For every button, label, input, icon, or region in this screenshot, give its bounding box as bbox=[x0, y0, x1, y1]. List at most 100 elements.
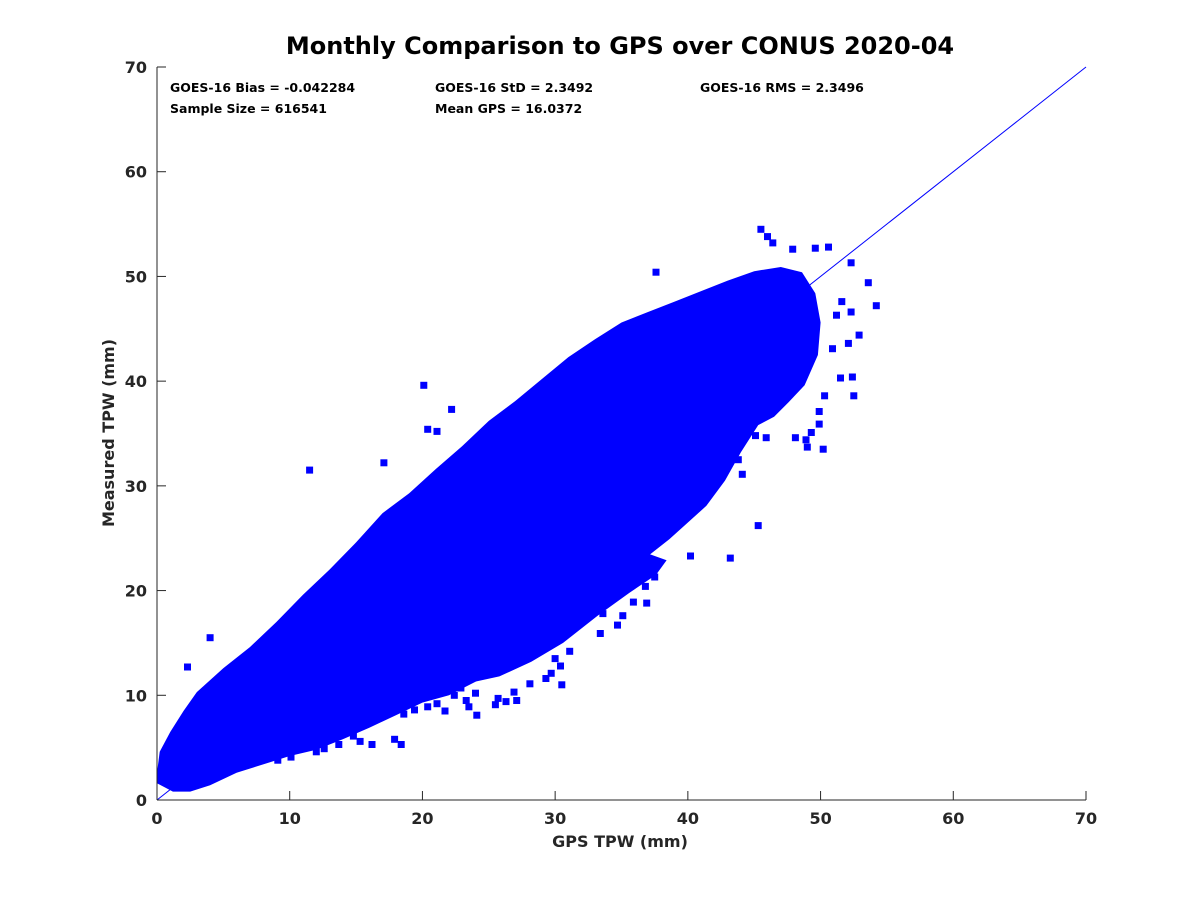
data-point bbox=[687, 552, 694, 560]
data-point bbox=[400, 710, 408, 718]
data-point bbox=[472, 689, 479, 697]
data-point bbox=[380, 459, 388, 467]
data-point bbox=[391, 735, 399, 743]
data-point bbox=[610, 420, 617, 428]
data-point bbox=[368, 741, 376, 748]
data-point bbox=[829, 345, 836, 353]
data-point bbox=[349, 732, 357, 740]
data-point bbox=[848, 373, 856, 381]
data-point bbox=[803, 443, 811, 451]
reference-line-1to1 bbox=[156, 66, 1087, 801]
data-point bbox=[833, 311, 840, 319]
data-point bbox=[643, 599, 651, 607]
data-point bbox=[372, 703, 380, 711]
data-point bbox=[847, 259, 855, 267]
data-point bbox=[769, 239, 777, 247]
data-point bbox=[356, 737, 364, 745]
point-cloud-lower-lobe bbox=[462, 550, 667, 683]
data-point bbox=[837, 374, 844, 382]
data-point bbox=[557, 662, 564, 670]
y-ticks: 0 10 20 30 40 50 60 70 bbox=[125, 58, 166, 810]
axes bbox=[156, 67, 1086, 801]
data-point bbox=[614, 621, 621, 629]
point-cloud-main bbox=[157, 267, 821, 792]
y-axis-label: Measured TPW (mm) bbox=[99, 339, 118, 527]
data-point bbox=[652, 268, 660, 276]
data-point bbox=[850, 392, 858, 400]
data-point bbox=[287, 753, 295, 761]
data-point bbox=[450, 691, 458, 699]
y-tick-label: 50 bbox=[125, 267, 147, 286]
x-tick-label: 20 bbox=[411, 809, 433, 828]
data-point bbox=[547, 669, 555, 677]
data-point bbox=[872, 302, 880, 310]
data-point bbox=[526, 680, 534, 688]
y-tick-label: 60 bbox=[125, 163, 147, 182]
data-point bbox=[651, 573, 659, 581]
y-tick-label: 10 bbox=[125, 686, 147, 705]
x-tick-label: 60 bbox=[942, 809, 964, 828]
y-tick-label: 30 bbox=[125, 477, 147, 496]
data-point bbox=[491, 701, 499, 709]
data-point bbox=[494, 694, 502, 702]
data-point bbox=[320, 745, 328, 753]
data-point bbox=[789, 245, 797, 253]
data-points bbox=[157, 225, 880, 792]
x-tick-label: 30 bbox=[544, 809, 566, 828]
data-point bbox=[502, 698, 510, 706]
data-point bbox=[551, 655, 559, 663]
data-point bbox=[596, 630, 604, 637]
data-point bbox=[424, 425, 432, 433]
data-point bbox=[510, 688, 518, 696]
data-point bbox=[738, 470, 746, 478]
y-tick-label: 70 bbox=[125, 58, 147, 77]
data-point bbox=[815, 420, 823, 428]
data-point bbox=[448, 405, 456, 413]
data-point bbox=[754, 522, 762, 530]
stat-bias: GOES-16 Bias = -0.042284 bbox=[170, 80, 355, 95]
data-point bbox=[791, 434, 799, 442]
x-axis-label: GPS TPW (mm) bbox=[552, 832, 688, 851]
data-point bbox=[274, 756, 282, 764]
x-tick-label: 70 bbox=[1075, 809, 1097, 828]
data-point bbox=[629, 598, 637, 606]
data-point bbox=[433, 427, 441, 435]
data-point bbox=[764, 233, 771, 241]
y-tick-label: 20 bbox=[125, 582, 147, 601]
x-tick-label: 0 bbox=[151, 809, 162, 828]
x-tick-label: 10 bbox=[279, 809, 301, 828]
data-point bbox=[383, 706, 391, 714]
data-point bbox=[864, 279, 872, 287]
data-point bbox=[641, 582, 649, 590]
x-tick-label: 50 bbox=[809, 809, 831, 828]
data-point bbox=[762, 434, 770, 442]
data-point bbox=[821, 392, 829, 400]
data-point bbox=[558, 681, 566, 689]
data-point bbox=[847, 308, 855, 316]
data-point bbox=[855, 331, 863, 339]
data-point bbox=[757, 225, 765, 233]
y-tick-label: 0 bbox=[136, 791, 147, 810]
data-point bbox=[397, 741, 405, 748]
data-point bbox=[465, 703, 473, 711]
data-point bbox=[206, 634, 214, 642]
data-point bbox=[184, 663, 191, 671]
x-ticks: 0 10 20 30 40 50 60 70 bbox=[151, 791, 1097, 828]
data-point bbox=[566, 647, 574, 655]
data-point bbox=[513, 697, 521, 704]
data-point bbox=[424, 703, 432, 711]
data-point bbox=[752, 432, 759, 440]
stat-rms: GOES-16 RMS = 2.3496 bbox=[700, 80, 864, 95]
stat-std: GOES-16 StD = 2.3492 bbox=[435, 80, 593, 95]
data-point bbox=[335, 741, 343, 748]
stat-sample-size: Sample Size = 616541 bbox=[170, 101, 327, 116]
y-tick-label: 40 bbox=[125, 372, 147, 391]
data-point bbox=[811, 244, 819, 252]
data-point bbox=[473, 711, 481, 719]
data-point bbox=[807, 429, 815, 436]
data-point bbox=[420, 381, 428, 389]
data-point bbox=[457, 684, 465, 692]
data-point bbox=[825, 243, 832, 251]
x-tick-label: 40 bbox=[677, 809, 699, 828]
